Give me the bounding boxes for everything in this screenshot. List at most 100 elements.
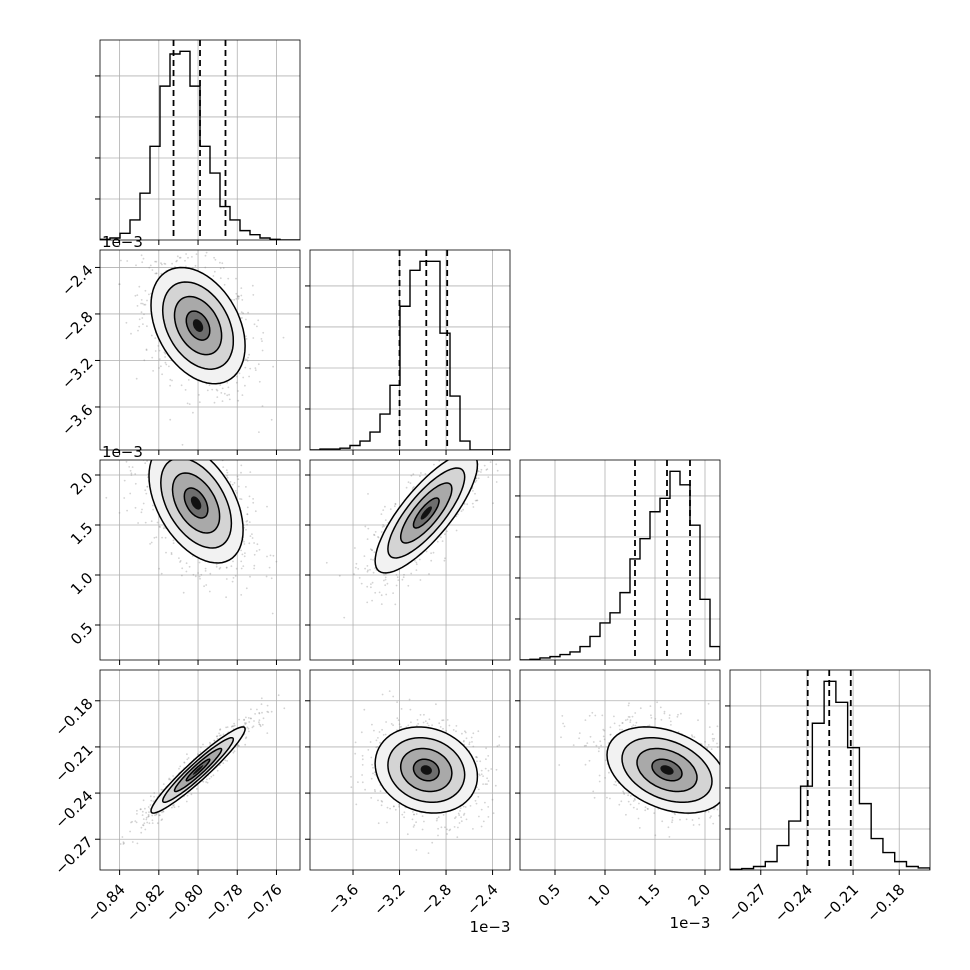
scatter-point bbox=[478, 774, 481, 777]
scatter-point bbox=[693, 736, 696, 738]
scatter-point bbox=[152, 508, 155, 511]
scatter-point bbox=[225, 567, 228, 569]
scatter-point bbox=[488, 445, 490, 447]
scatter-point bbox=[654, 718, 657, 720]
scatter-point bbox=[167, 452, 169, 454]
scatter-point bbox=[476, 454, 478, 456]
scatter-point bbox=[136, 294, 139, 296]
scatter-point bbox=[233, 298, 236, 301]
scatter-point bbox=[140, 302, 143, 305]
scatter-point bbox=[506, 454, 508, 456]
scatter-point bbox=[462, 508, 464, 511]
scatter-point bbox=[225, 578, 228, 580]
scatter-point bbox=[257, 319, 260, 322]
scatter-point bbox=[182, 414, 184, 416]
scatter-point bbox=[185, 217, 187, 219]
scatter-point bbox=[250, 708, 252, 711]
scatter-point bbox=[386, 582, 389, 585]
scatter-point bbox=[485, 758, 487, 761]
scatter-point bbox=[221, 262, 224, 265]
scatter-point bbox=[381, 693, 384, 696]
scatter-point bbox=[698, 823, 701, 826]
scatter-point bbox=[246, 523, 249, 526]
scatter-point bbox=[350, 786, 353, 789]
scatter-point bbox=[166, 428, 168, 430]
scatter-point bbox=[618, 724, 621, 727]
pair-2-3-content bbox=[520, 670, 720, 870]
scatter-point bbox=[246, 360, 249, 362]
scatter-point bbox=[374, 531, 377, 533]
scatter-point bbox=[151, 822, 154, 824]
scatter-point bbox=[415, 561, 418, 564]
scatter-point bbox=[475, 802, 478, 805]
scatter-point bbox=[178, 455, 180, 457]
scatter-point bbox=[205, 781, 208, 783]
scatter-point bbox=[437, 816, 440, 819]
scatter-point bbox=[258, 548, 261, 551]
scatter-point bbox=[121, 836, 124, 838]
scatter-point bbox=[466, 503, 469, 506]
scatter-point bbox=[412, 826, 415, 828]
scatter-point bbox=[446, 530, 448, 533]
scatter-point bbox=[105, 496, 108, 499]
scatter-point bbox=[487, 476, 490, 478]
contour-2 bbox=[387, 736, 466, 804]
scatter-point bbox=[363, 708, 366, 711]
scatter-point bbox=[456, 836, 459, 839]
scatter-point bbox=[207, 444, 209, 446]
scatter-point bbox=[222, 733, 225, 736]
contour-0 bbox=[183, 487, 209, 519]
hist-1-steps bbox=[310, 260, 510, 450]
scatter-point bbox=[187, 379, 190, 381]
scatter-point bbox=[135, 377, 138, 380]
scatter-point bbox=[154, 272, 157, 275]
pair-0-2-frame bbox=[99, 459, 301, 661]
scatter-point bbox=[218, 734, 221, 737]
scatter-point bbox=[197, 456, 199, 458]
scatter-point bbox=[219, 384, 222, 386]
scatter-point bbox=[415, 569, 418, 571]
scatter-point bbox=[380, 594, 383, 597]
scatter-point bbox=[418, 558, 421, 561]
scatter-point bbox=[385, 593, 388, 596]
scatter-point bbox=[170, 553, 173, 556]
scatter-point bbox=[160, 788, 163, 791]
scatter-point bbox=[155, 272, 158, 275]
hist-0-frame bbox=[99, 39, 301, 241]
scatter-point bbox=[187, 457, 189, 459]
scatter-point bbox=[410, 474, 413, 477]
scatter-point bbox=[260, 697, 263, 700]
scatter-point bbox=[475, 755, 478, 758]
scatter-point bbox=[353, 573, 355, 576]
scatter-point bbox=[613, 715, 615, 718]
contour-3 bbox=[150, 266, 246, 385]
scatter-point bbox=[166, 416, 168, 418]
scatter-point bbox=[374, 773, 377, 776]
scatter-point bbox=[245, 587, 248, 590]
scatter-point bbox=[477, 795, 480, 798]
scatter-point bbox=[411, 818, 414, 821]
scatter-point bbox=[216, 389, 219, 392]
scatter-point bbox=[457, 448, 459, 450]
scatter-point bbox=[130, 474, 133, 476]
scatter-point bbox=[141, 302, 144, 305]
scatter-point bbox=[243, 718, 246, 721]
scatter-point bbox=[267, 711, 270, 714]
scatter-point bbox=[160, 262, 162, 265]
scatter-point bbox=[407, 584, 410, 587]
scatter-point bbox=[256, 543, 259, 546]
scatter-point bbox=[134, 482, 137, 485]
scatter-point bbox=[384, 578, 387, 581]
scatter-point bbox=[203, 585, 206, 588]
scatter-point bbox=[468, 743, 471, 746]
scatter-point bbox=[455, 725, 458, 727]
scatter-point bbox=[130, 821, 132, 824]
scatter-point bbox=[219, 729, 221, 731]
scatter-point bbox=[189, 456, 191, 458]
scatter-point bbox=[129, 492, 132, 495]
scatter-point bbox=[177, 436, 179, 438]
scatter-point bbox=[160, 572, 163, 575]
scatter-point bbox=[173, 455, 175, 457]
scatter-point bbox=[240, 311, 243, 314]
scatter-point bbox=[212, 275, 215, 277]
